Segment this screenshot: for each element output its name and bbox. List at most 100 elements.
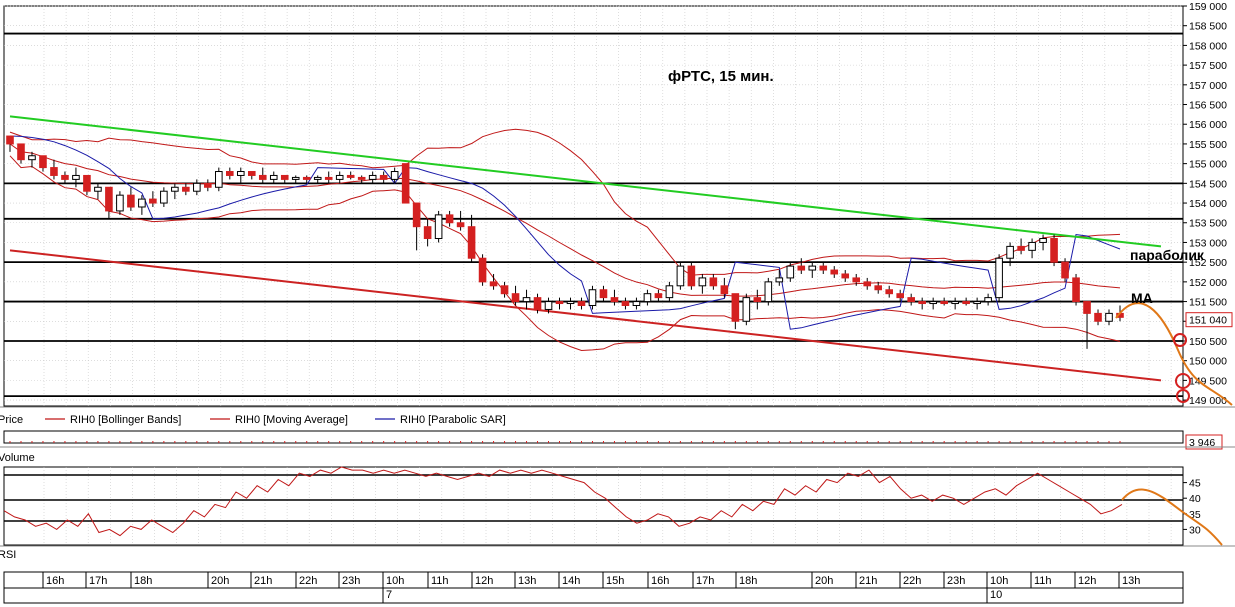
- candle-body: [918, 301, 926, 305]
- price-tick-label: 149 500: [1189, 375, 1227, 387]
- candle-body: [995, 257, 1003, 299]
- price-tick-label: 158 500: [1189, 21, 1227, 33]
- candle-body: [621, 301, 630, 307]
- candle-body: [390, 171, 399, 180]
- candle-body: [226, 171, 234, 176]
- candle-body: [599, 289, 608, 299]
- candle-body: [698, 277, 707, 287]
- volume-label: Volume: [0, 452, 35, 464]
- candle-body: [863, 281, 872, 287]
- rsi-tick-label: 35: [1189, 509, 1201, 521]
- candle-body: [973, 301, 981, 305]
- price-panel-frame: [3, 5, 1184, 407]
- candle-body: [116, 194, 124, 212]
- volume-value-box: [1185, 434, 1223, 450]
- time-label: 23h: [342, 575, 360, 587]
- candle-body: [302, 176, 311, 180]
- candle-body: [346, 174, 355, 178]
- candle-body: [511, 293, 520, 303]
- candle-body: [555, 301, 564, 305]
- price-tick-label: 155 000: [1189, 159, 1227, 171]
- candle-body: [1050, 238, 1058, 263]
- candle-body: [632, 301, 641, 307]
- time-label: 16h: [46, 575, 64, 587]
- candle-body: [445, 214, 454, 224]
- rsi-forecast-curve: [1121, 488, 1223, 546]
- candle-body: [313, 176, 322, 180]
- candle-body: [1006, 245, 1014, 259]
- candle-body: [258, 174, 267, 180]
- last-price-label: 151 040: [1189, 315, 1227, 327]
- time-label: 17h: [696, 575, 714, 587]
- candle-body: [28, 155, 36, 161]
- price-tick-label: 157 500: [1189, 60, 1227, 72]
- price-tick-label: 154 500: [1189, 178, 1227, 190]
- time-label: 13h: [1122, 575, 1140, 587]
- bollinger-lower-band: [9, 155, 1121, 352]
- candle-body: [544, 301, 553, 310]
- candle-body: [676, 265, 685, 287]
- time-label: 20h: [815, 575, 833, 587]
- annotation-ma: MA: [1131, 290, 1153, 306]
- time-label: 23h: [947, 575, 965, 587]
- time-label: 15h: [606, 575, 624, 587]
- candle-body: [643, 293, 652, 303]
- price-tick-label: 152 500: [1189, 257, 1227, 269]
- rsi-tick-label: 30: [1189, 524, 1201, 536]
- price-tick-label: 159 000: [1189, 1, 1227, 13]
- rsi-tick-label: 45: [1189, 478, 1201, 490]
- candle-body: [819, 265, 828, 271]
- rsi-panel-frame: [3, 466, 1184, 546]
- candle-body: [500, 285, 509, 295]
- rsi-tick-label: 40: [1189, 493, 1201, 505]
- price-tick-label: 150 500: [1189, 336, 1227, 348]
- candle-body: [423, 226, 432, 240]
- candle-body: [412, 202, 421, 228]
- legend-item: RIH0 [Moving Average]: [235, 414, 348, 426]
- candle-body: [742, 297, 751, 322]
- candle-body: [72, 174, 80, 180]
- time-label: 17h: [89, 575, 107, 587]
- candle-body: [566, 301, 575, 305]
- forecast-curve: [1115, 302, 1233, 406]
- candle-body: [1028, 241, 1036, 251]
- price-tick-label: 149 000: [1189, 395, 1227, 407]
- candle-body: [907, 297, 915, 303]
- time-label: 22h: [299, 575, 317, 587]
- candle-body: [687, 265, 696, 287]
- price-tick-label: 157 000: [1189, 80, 1227, 92]
- candle-body: [1083, 301, 1091, 314]
- time-label: 21h: [859, 575, 877, 587]
- candle-body: [775, 277, 784, 283]
- candle-body: [665, 285, 674, 299]
- target-circle: [1173, 333, 1187, 347]
- time-label: 22h: [903, 575, 921, 587]
- candle-body: [269, 174, 278, 180]
- candle-body: [204, 182, 212, 188]
- candle-body: [83, 174, 91, 192]
- candle-body: [94, 186, 102, 192]
- trendline: [9, 115, 1162, 248]
- time-label: 14h: [562, 575, 580, 587]
- candle-body: [1061, 261, 1069, 279]
- rsi-line: [3, 466, 1123, 537]
- candle-body: [149, 198, 157, 204]
- candle-body: [1105, 312, 1113, 322]
- candle-body: [467, 226, 476, 259]
- candle-body: [324, 176, 333, 180]
- candle-body: [1094, 312, 1102, 322]
- candle-body: [962, 301, 970, 305]
- trendline: [9, 249, 1162, 382]
- candle-body: [522, 297, 531, 303]
- candle-body: [247, 171, 256, 176]
- candle-body: [215, 171, 223, 188]
- date-label: 10: [990, 589, 1002, 601]
- candle-body: [753, 297, 762, 303]
- price-tick-label: 155 500: [1189, 139, 1227, 151]
- candle-body: [830, 269, 839, 275]
- candle-body: [588, 289, 597, 307]
- candle-body: [335, 174, 344, 180]
- candle-body: [720, 285, 729, 295]
- candle-body: [940, 301, 948, 305]
- target-circle: [1176, 389, 1190, 403]
